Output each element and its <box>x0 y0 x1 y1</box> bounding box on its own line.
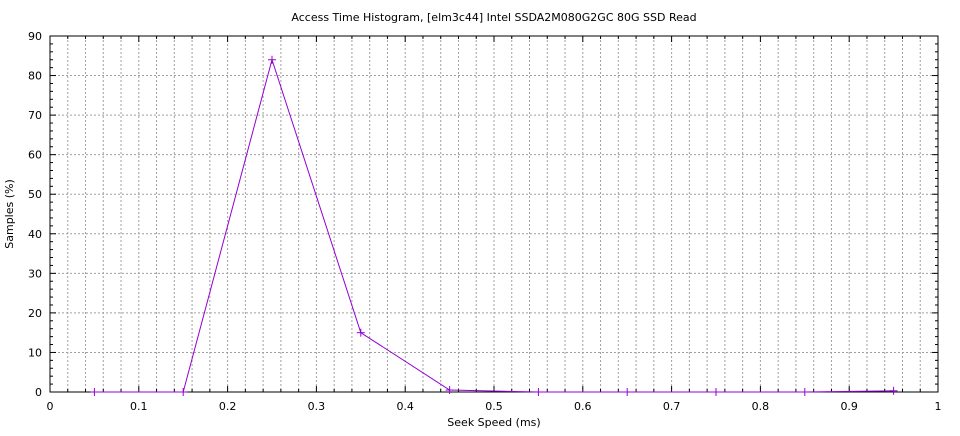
x-tick-label: 0.2 <box>219 400 237 413</box>
grid <box>50 36 938 392</box>
chart-title: Access Time Histogram, [elm3c44] Intel S… <box>291 11 696 24</box>
data-point-marker <box>90 388 99 396</box>
x-tick-label: 0.4 <box>396 400 414 413</box>
y-tick-label: 60 <box>28 149 42 162</box>
y-tick-label: 90 <box>28 30 42 43</box>
y-tick-label: 40 <box>28 228 42 241</box>
data-point-marker <box>445 386 454 395</box>
data-point-marker <box>623 388 632 396</box>
data-point-marker <box>889 386 898 395</box>
y-tick-label: 0 <box>35 386 42 399</box>
x-axis-label: Seek Speed (ms) <box>447 416 540 429</box>
data-point-marker <box>179 388 188 396</box>
x-tick-label: 0.8 <box>752 400 770 413</box>
plot-border <box>49 35 939 393</box>
series <box>90 55 898 396</box>
x-tick-label: 0 <box>47 400 54 413</box>
y-tick-label: 20 <box>28 307 42 320</box>
data-point-marker <box>800 388 809 396</box>
x-tick-label: 0.6 <box>574 400 592 413</box>
y-axis-label: Samples (%) <box>3 179 16 249</box>
y-tick-label: 30 <box>28 267 42 280</box>
data-point-marker <box>712 388 720 396</box>
x-tick-label: 1 <box>935 400 942 413</box>
y-tick-label: 50 <box>28 188 42 201</box>
y-tick-label: 70 <box>28 109 42 122</box>
y-tick-label: 10 <box>28 346 42 359</box>
ticks: 0 0.1 0.2 0.3 0.4 0.5 0.6 0.7 0.8 0.9 101020304050… <box>28 30 942 413</box>
data-point-marker <box>356 328 365 337</box>
x-tick-label: 0.7 <box>663 400 681 413</box>
data-point-marker <box>534 388 543 396</box>
x-tick-label: 0.3 <box>308 400 326 413</box>
x-tick-label: 0.9 <box>840 400 858 413</box>
x-tick-label: 0.5 <box>485 400 503 413</box>
x-tick-label: 0.1 <box>130 400 148 413</box>
series-line <box>94 57 894 393</box>
data-point-marker <box>268 55 276 64</box>
y-tick-label: 80 <box>28 70 42 83</box>
